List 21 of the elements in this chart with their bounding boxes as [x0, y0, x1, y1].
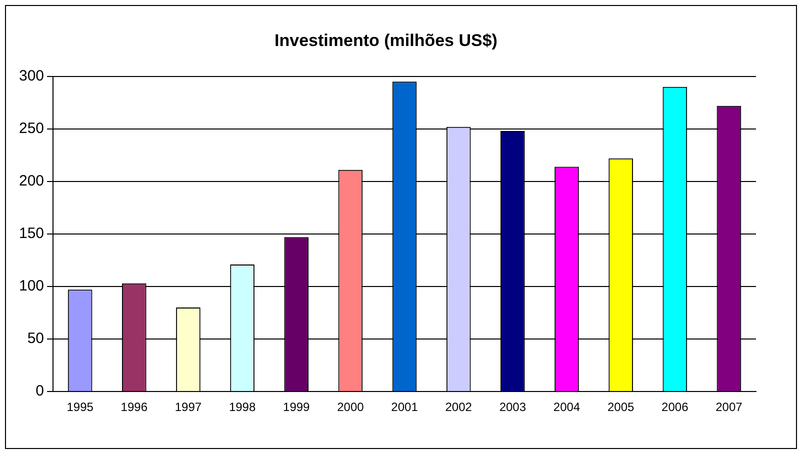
x-tick-label: 2001 — [391, 400, 418, 414]
y-tick-label: 50 — [27, 330, 44, 348]
x-tick-label: 1998 — [228, 400, 256, 414]
x-tick-label: 1999 — [283, 400, 310, 414]
x-tick-label: 2007 — [716, 400, 743, 414]
x-tick-label: 2003 — [499, 400, 526, 414]
y-tick-label: 300 — [18, 68, 44, 85]
chart-title: Investimento (milhões US$) — [274, 30, 498, 50]
x-tick-label: 1996 — [120, 400, 148, 414]
y-tick-label: 100 — [18, 278, 44, 295]
x-tick-label: 2004 — [553, 400, 580, 414]
y-tick-label: 250 — [18, 120, 44, 138]
x-tick-label: 1997 — [174, 400, 202, 414]
y-tick-label: 200 — [18, 172, 44, 190]
x-tick-label: 1995 — [66, 400, 94, 414]
x-tick-label: 2005 — [607, 400, 634, 414]
y-tick-label: 150 — [18, 225, 44, 242]
x-tick-label: 2002 — [445, 400, 472, 414]
y-tick-label: 0 — [36, 382, 44, 400]
x-tick-label: 2000 — [337, 400, 364, 414]
x-tick-label: 2006 — [662, 400, 689, 414]
